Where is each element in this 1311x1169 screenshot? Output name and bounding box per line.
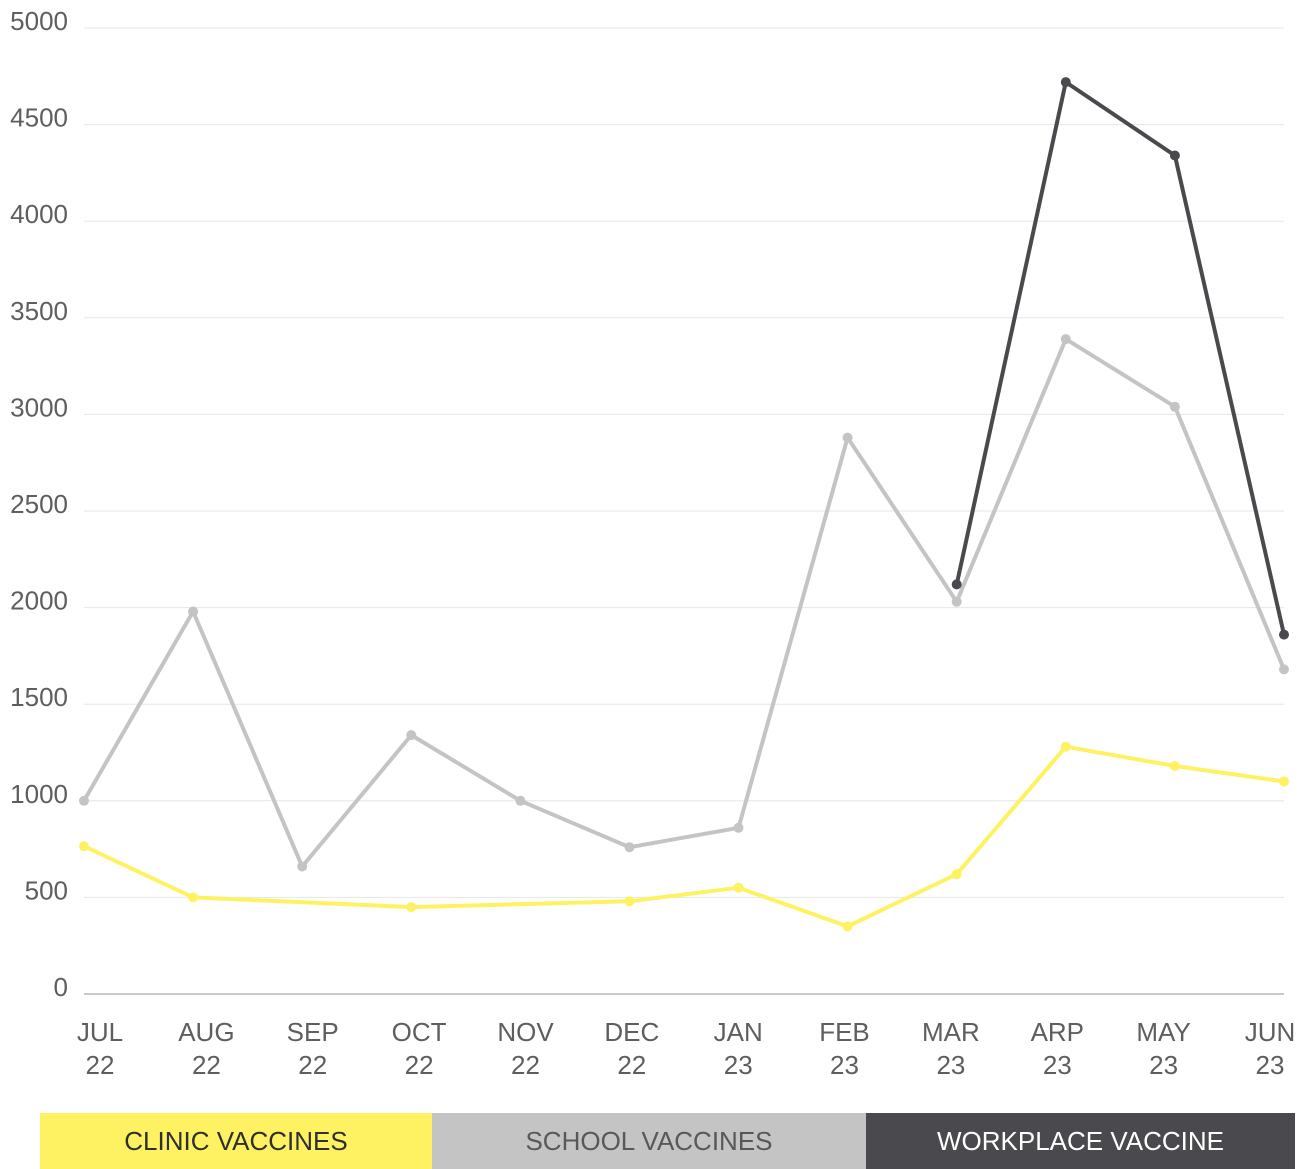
x-tick-label-month: NOV — [497, 1017, 554, 1047]
clinic-vaccines-point — [951, 869, 962, 880]
y-tick-label: 2500 — [10, 489, 68, 519]
school-vaccines-point — [1279, 664, 1289, 675]
school-vaccines-point — [842, 432, 853, 443]
clinic-vaccines-series — [79, 741, 1289, 932]
x-tick-label-year: 22 — [617, 1050, 646, 1080]
x-tick-label-year: 23 — [830, 1050, 859, 1080]
workplace-vaccine-point — [1279, 629, 1289, 640]
y-tick-label: 5000 — [10, 6, 68, 36]
clinic-vaccines-point — [406, 902, 417, 913]
clinic-vaccines-point — [1279, 776, 1289, 787]
line-chart: 0 500 1000 1500 2000 2500 3000 3500 4000 4500 5000… — [10, 6, 1296, 1080]
school-vaccines-point — [1060, 334, 1071, 345]
y-tick-label: 500 — [25, 875, 68, 905]
x-tick-label-month: DEC — [604, 1017, 659, 1047]
school-vaccines-line — [82, 337, 1286, 869]
school-vaccines-point — [1169, 401, 1180, 412]
x-tick-label-year: 22 — [511, 1050, 540, 1080]
x-tick-label-year: 22 — [86, 1050, 115, 1080]
x-tick-label-month: MAY — [1136, 1017, 1190, 1047]
y-tick-label: 2000 — [10, 586, 68, 616]
legend-label: SCHOOL VACCINES — [525, 1125, 773, 1156]
x-tick-label-year: 23 — [1043, 1050, 1072, 1080]
legend-item-clinic-vaccines: CLINIC VACCINES — [40, 1113, 432, 1169]
x-axis: JUL22AUG22SEP22OCT22NOV22DEC22JAN23FEB23… — [77, 993, 1296, 1080]
workplace-vaccine-line — [954, 80, 1286, 637]
school-vaccines-point — [79, 795, 89, 806]
clinic-vaccines-point — [842, 921, 853, 932]
x-tick-label-year: 23 — [724, 1050, 753, 1080]
legend-item-school-vaccines: SCHOOL VACCINES — [432, 1113, 866, 1169]
school-vaccines-point — [624, 842, 635, 853]
y-tick-label: 3000 — [10, 392, 68, 422]
school-vaccines-point — [297, 861, 308, 872]
school-vaccines-point — [188, 606, 199, 617]
school-vaccines-point — [733, 822, 744, 833]
x-tick-label-year: 23 — [936, 1050, 965, 1080]
school-vaccines-point — [406, 730, 417, 741]
workplace-vaccine-point — [1060, 77, 1071, 88]
x-tick-label-month: JAN — [714, 1017, 763, 1047]
y-tick-label: 0 — [54, 972, 68, 1002]
legend-label: CLINIC VACCINES — [124, 1125, 348, 1156]
workplace-vaccine-point — [1169, 150, 1180, 161]
x-tick-label-year: 22 — [192, 1050, 221, 1080]
clinic-vaccines-point — [1169, 761, 1180, 771]
x-tick-label-year: 22 — [298, 1050, 327, 1080]
x-tick-label-month: OCT — [392, 1017, 447, 1047]
y-axis: 0 500 1000 1500 2000 2500 3000 3500 4000 4500 5000 — [10, 6, 68, 1002]
x-tick-label-month: ARP — [1031, 1017, 1084, 1047]
legend-label: WORKPLACE VACCINE — [936, 1125, 1224, 1156]
x-tick-label-month: JUL — [77, 1017, 123, 1047]
x-tick-label-year: 23 — [1256, 1050, 1285, 1080]
x-tick-label-month: SEP — [287, 1017, 339, 1047]
x-tick-label-month: FEB — [819, 1017, 870, 1047]
clinic-vaccines-line — [82, 744, 1286, 929]
clinic-vaccines-point — [1060, 741, 1071, 752]
legend-item-workplace-vaccine: WORKPLACE VACCINE — [866, 1113, 1295, 1169]
x-tick-label-year: 23 — [1149, 1050, 1178, 1080]
y-tick-label: 1000 — [10, 779, 68, 809]
y-tick-label: 4500 — [10, 103, 68, 133]
x-tick-label-year: 22 — [405, 1050, 434, 1080]
school-vaccines-point — [515, 795, 526, 806]
school-vaccines-series — [79, 334, 1289, 872]
clinic-vaccines-point — [188, 892, 199, 903]
clinic-vaccines-point — [79, 841, 89, 852]
legend: CLINIC VACCINES SCHOOL VACCINES WORKPLAC… — [40, 1113, 1295, 1169]
clinic-vaccines-point — [624, 896, 635, 907]
workplace-vaccine-series — [951, 77, 1289, 640]
y-tick-label: 1500 — [10, 682, 68, 712]
school-vaccines-point — [951, 596, 962, 607]
x-tick-label-month: JUN — [1245, 1017, 1296, 1047]
y-tick-label: 3500 — [10, 296, 68, 326]
y-tick-label: 4000 — [10, 199, 68, 229]
x-tick-label-month: MAR — [922, 1017, 980, 1047]
clinic-vaccines-point — [733, 882, 744, 893]
x-tick-label-month: AUG — [178, 1017, 234, 1047]
chart-series — [79, 77, 1289, 932]
workplace-vaccine-point — [951, 579, 962, 590]
chart-grid — [84, 27, 1284, 898]
